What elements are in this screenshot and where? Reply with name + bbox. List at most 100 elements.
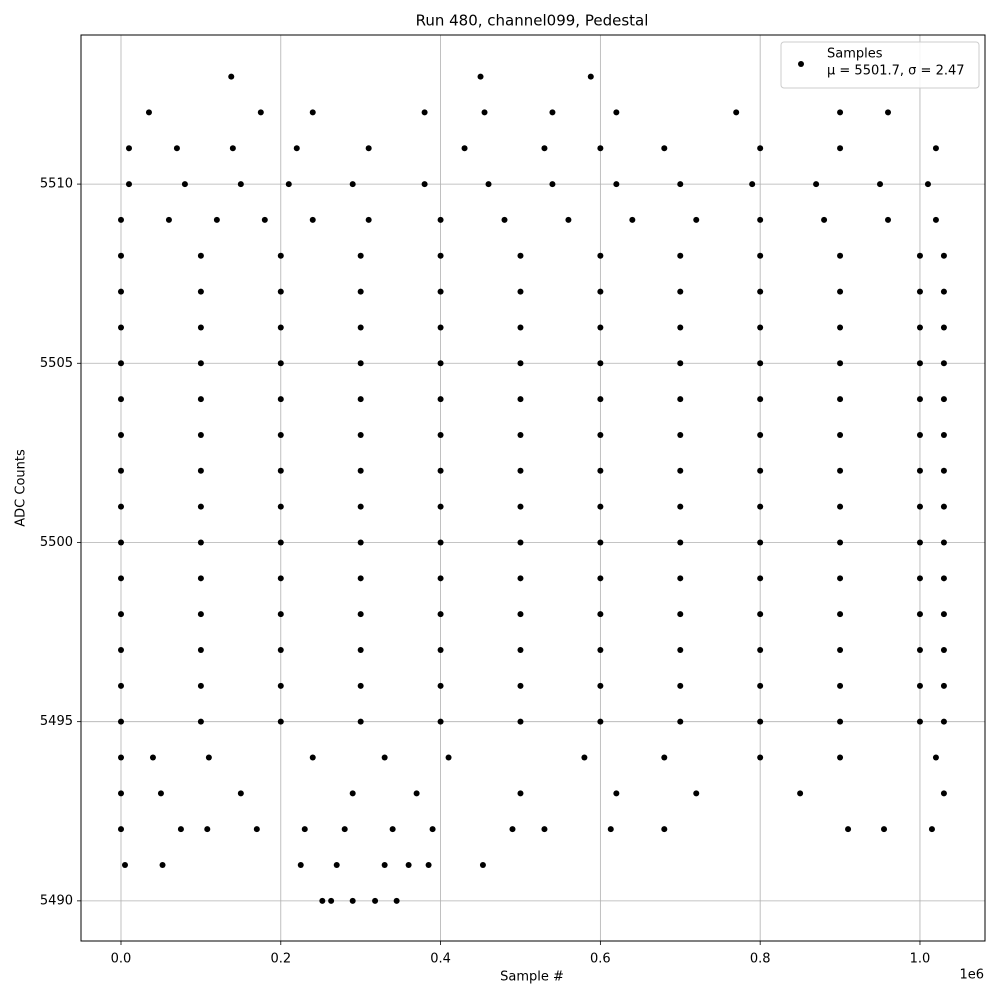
point [677,646,684,653]
point [916,396,923,403]
point [677,503,684,510]
point [733,109,740,116]
point [121,862,128,869]
point [916,252,923,259]
point [117,216,124,223]
point [677,575,684,582]
point [757,646,764,653]
point [757,360,764,367]
legend: Samples μ = 5501.7, σ = 2.47 [780,41,980,89]
point [117,431,124,438]
point [277,360,284,367]
legend-box [780,41,980,89]
point [837,575,844,582]
point [197,682,204,689]
point [916,646,923,653]
point [597,360,604,367]
point [357,431,364,438]
point [837,754,844,761]
point [117,826,124,833]
point [916,539,923,546]
point [365,216,372,223]
point [277,324,284,331]
point [319,897,326,904]
point [940,718,947,725]
point [837,646,844,653]
point [932,216,939,223]
point [549,181,556,188]
point [149,754,156,761]
point [757,682,764,689]
point [587,73,594,80]
point [837,431,844,438]
point [677,360,684,367]
point [277,396,284,403]
point [677,611,684,618]
point [349,790,356,797]
point [613,181,620,188]
point [837,145,844,152]
point [597,252,604,259]
point [277,575,284,582]
point [916,360,923,367]
point [228,73,235,80]
point [437,539,444,546]
chart-title: Run 480, channel099, Pedestal [416,12,649,30]
point [677,467,684,474]
point [837,360,844,367]
point [837,288,844,295]
point [677,288,684,295]
point [197,718,204,725]
point [357,539,364,546]
point [509,826,516,833]
point [205,754,212,761]
point [413,790,420,797]
point [541,145,548,152]
point [916,324,923,331]
point [393,897,400,904]
point [757,252,764,259]
point [485,181,492,188]
legend-marker [798,61,804,67]
point [940,431,947,438]
y-tick-label: 5510 [40,177,73,192]
point [213,216,220,223]
point [677,396,684,403]
point [517,324,524,331]
point [197,396,204,403]
point [541,826,548,833]
point [940,682,947,689]
point [365,145,372,152]
point [405,862,412,869]
x-tick-label: 0.4 [430,952,451,967]
x-tick-label: 0.8 [750,952,771,967]
point [517,252,524,259]
point [940,360,947,367]
point [837,396,844,403]
point [797,790,804,797]
point [309,109,316,116]
point [837,503,844,510]
point [381,862,388,869]
point [333,862,340,869]
point [940,396,947,403]
point [309,216,316,223]
point [757,396,764,403]
point [437,216,444,223]
point [940,252,947,259]
point [916,288,923,295]
point [277,718,284,725]
point [916,467,923,474]
point [437,646,444,653]
point [445,754,452,761]
point [757,288,764,295]
point [349,897,356,904]
point [197,431,204,438]
point [145,109,152,116]
point [277,646,284,653]
point [293,145,300,152]
x-tick-label: 0.2 [270,952,291,967]
x-axis-label: Sample # [500,970,564,985]
point [117,467,124,474]
point [229,145,236,152]
